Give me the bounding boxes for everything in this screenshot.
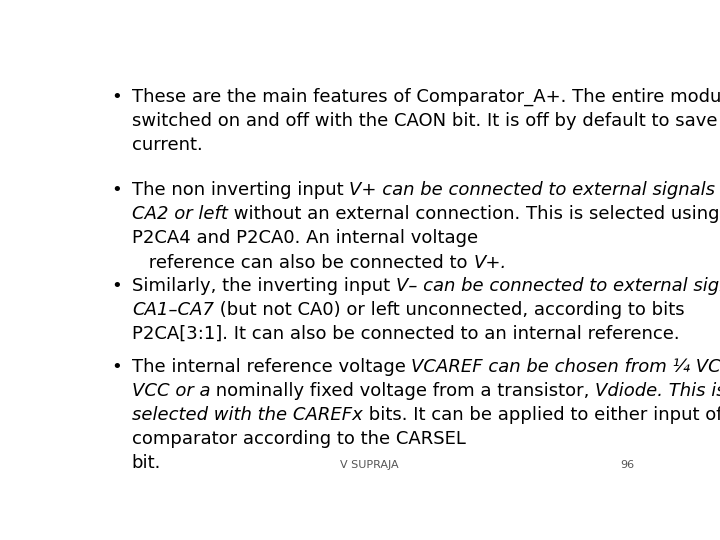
Text: V– can be connected to external signals: V– can be connected to external signals — [396, 277, 720, 295]
Text: (but not CA0) or left unconnected, according to bits: (but not CA0) or left unconnected, accor… — [214, 301, 685, 319]
Text: •: • — [111, 358, 122, 376]
Text: P2CA[3:1]. It can also be connected to an internal reference.: P2CA[3:1]. It can also be connected to a… — [132, 325, 680, 343]
Text: •: • — [111, 87, 122, 106]
Text: selected with the CAREFx: selected with the CAREFx — [132, 406, 363, 424]
Text: Vdiode. This is: Vdiode. This is — [595, 382, 720, 400]
Text: nominally fixed voltage from a transistor,: nominally fixed voltage from a transisto… — [210, 382, 595, 400]
Text: V+.: V+. — [473, 254, 506, 272]
Text: V+ can be connected to external signals CA0–: V+ can be connected to external signals … — [349, 181, 720, 199]
Text: P2CA4 and P2CA0. An internal voltage: P2CA4 and P2CA0. An internal voltage — [132, 230, 478, 247]
Text: Similarly, the inverting input: Similarly, the inverting input — [132, 277, 396, 295]
Text: reference can also be connected to: reference can also be connected to — [143, 254, 473, 272]
Text: •: • — [111, 181, 122, 199]
Text: These are the main features of Comparator_A+. The entire module is: These are the main features of Comparato… — [132, 87, 720, 106]
Text: switched on and off with the CAON bit. It is off by default to save: switched on and off with the CAON bit. I… — [132, 112, 717, 130]
Text: VCAREF can be chosen from ¼ VCC, ½: VCAREF can be chosen from ¼ VCC, ½ — [411, 358, 720, 376]
Text: CA1–CA7: CA1–CA7 — [132, 301, 214, 319]
Text: 96: 96 — [620, 460, 634, 470]
Text: V SUPRAJA: V SUPRAJA — [340, 460, 398, 470]
Text: VCC or a: VCC or a — [132, 382, 210, 400]
Text: CA2 or left: CA2 or left — [132, 205, 228, 224]
Text: current.: current. — [132, 136, 202, 154]
Text: •: • — [111, 277, 122, 295]
Text: without an external connection. This is selected using bits: without an external connection. This is … — [228, 205, 720, 224]
Text: The internal reference voltage: The internal reference voltage — [132, 358, 411, 376]
Text: bits. It can be applied to either input of the: bits. It can be applied to either input … — [363, 406, 720, 424]
Text: comparator according to the CARSEL: comparator according to the CARSEL — [132, 430, 466, 448]
Text: bit.: bit. — [132, 454, 161, 472]
Text: The non inverting input: The non inverting input — [132, 181, 349, 199]
